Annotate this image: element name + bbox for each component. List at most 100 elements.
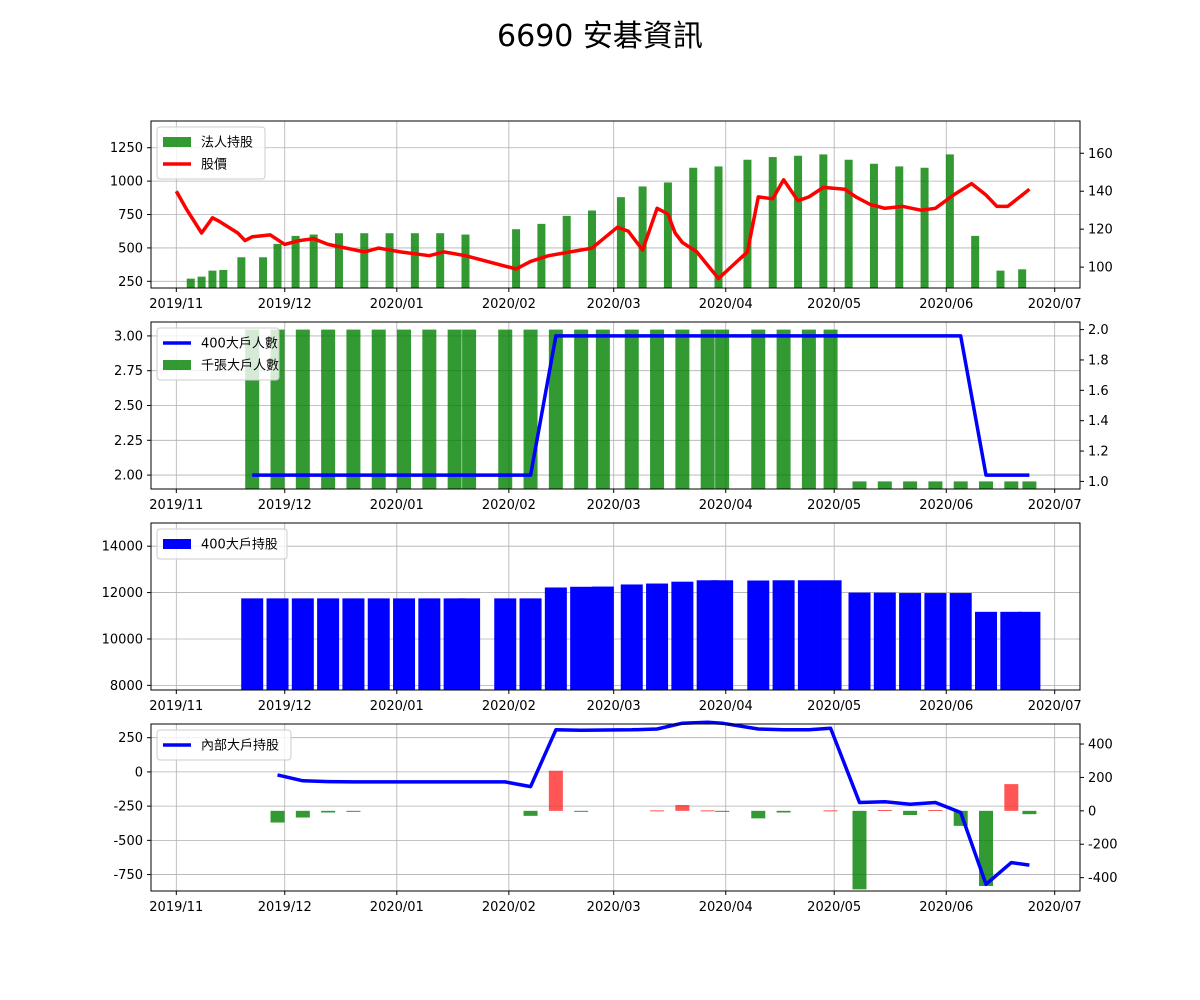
bar [819, 154, 828, 288]
bar [650, 810, 665, 812]
panel-1 [147, 120, 1084, 292]
bar [498, 329, 513, 489]
y-tick-label: 3.00 [114, 329, 143, 344]
bar [523, 810, 538, 816]
x-tick-label: 2020/07 [1028, 297, 1082, 312]
y-tick-label: 14000 [102, 540, 143, 555]
bar [241, 598, 264, 690]
bar [646, 583, 669, 690]
bar [620, 584, 643, 690]
x-tick-label: 2020/01 [370, 699, 424, 714]
chart-title: 6690 安碁資訊 [497, 19, 703, 54]
bar [595, 329, 610, 489]
bar [186, 278, 195, 288]
bar [422, 329, 437, 489]
y-tick-label: -750 [113, 868, 143, 883]
y2-tick-label: 1.6 [1088, 384, 1109, 399]
bar [920, 167, 929, 288]
bar [715, 329, 730, 489]
y-tick-label: 2.75 [114, 364, 143, 379]
bar [852, 810, 867, 890]
bar [494, 598, 517, 690]
bar [945, 154, 954, 288]
bar [291, 598, 314, 690]
bar [751, 810, 766, 819]
y2-tick-label: 100 [1088, 261, 1113, 276]
x-tick-label: 2020/04 [699, 498, 753, 513]
bar [776, 329, 791, 489]
legend-label: 法人持股 [201, 136, 253, 151]
bar [903, 481, 918, 489]
x-tick-label: 2019/11 [149, 900, 203, 915]
bar [996, 270, 1005, 288]
bar [776, 810, 791, 813]
bar [616, 197, 625, 288]
bar [346, 329, 361, 489]
x-tick-label: 2020/02 [482, 498, 536, 513]
x-tick-label: 2020/06 [919, 498, 973, 513]
bar [570, 586, 593, 690]
bar [823, 329, 838, 489]
x-tick-label: 2020/07 [1028, 699, 1082, 714]
bar [700, 810, 715, 812]
bar [397, 329, 412, 489]
bar [548, 770, 563, 811]
x-tick-label: 2019/12 [258, 498, 312, 513]
legend-label: 千張大戶人數 [201, 359, 279, 374]
y-tick-label: 0 [135, 765, 143, 780]
bar [663, 182, 672, 288]
bar [979, 810, 994, 886]
y2-tick-label: 2.0 [1088, 323, 1109, 338]
bar [237, 257, 246, 288]
y2-tick-label: 400 [1088, 738, 1113, 753]
x-tick-label: 2020/06 [919, 699, 973, 714]
bar [975, 611, 998, 690]
bar [650, 329, 665, 489]
bar [1004, 481, 1019, 489]
legend-label: 內部大戶持股 [201, 739, 279, 754]
y2-tick-label: 120 [1088, 223, 1113, 238]
bar [903, 810, 918, 816]
x-tick-label: 2020/01 [370, 297, 424, 312]
x-tick-label: 2020/01 [370, 498, 424, 513]
bar [794, 155, 803, 288]
bar [544, 587, 567, 690]
y2-tick-label: 1.4 [1088, 414, 1109, 429]
x-tick-label: 2020/04 [699, 900, 753, 915]
bar [371, 329, 386, 489]
x-tick-label: 2019/12 [258, 297, 312, 312]
y-tick-label: 2.25 [114, 434, 143, 449]
x-tick-label: 2019/11 [149, 498, 203, 513]
bar [317, 598, 340, 690]
x-tick-label: 2020/04 [699, 699, 753, 714]
bar [1022, 810, 1037, 815]
x-tick-label: 2019/12 [258, 900, 312, 915]
bar [208, 270, 217, 288]
bar [1018, 611, 1041, 690]
y2-tick-label: 0 [1088, 804, 1096, 819]
bar [385, 233, 394, 288]
legend-label: 400大戶持股 [201, 538, 278, 553]
bar [928, 481, 943, 489]
bar [819, 580, 842, 690]
series-line [252, 334, 1030, 477]
bar [548, 329, 563, 489]
bar [321, 810, 336, 813]
bar [768, 157, 777, 288]
y-tick-label: 12000 [102, 586, 143, 601]
y-tick-label: 500 [118, 241, 143, 256]
bar [797, 580, 820, 690]
bar [410, 233, 419, 288]
series-line [174, 178, 1031, 281]
y-tick-label: -250 [113, 800, 143, 815]
bar [295, 810, 310, 818]
y2-tick-label: 1.0 [1088, 475, 1109, 490]
bar [899, 593, 922, 690]
legend-swatch [163, 360, 191, 370]
panel-2 [147, 321, 1084, 493]
bar [591, 586, 614, 690]
bar [461, 234, 470, 288]
bar [436, 233, 445, 288]
bar [574, 329, 589, 489]
